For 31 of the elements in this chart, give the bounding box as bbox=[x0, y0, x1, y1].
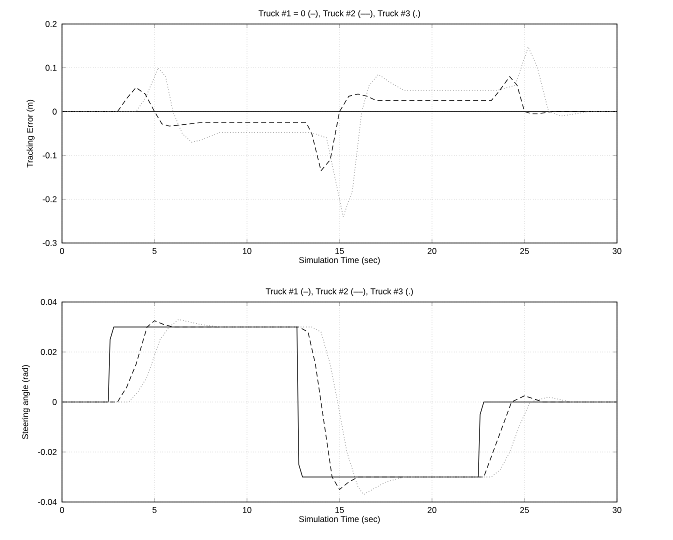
y-tick-label: 0 bbox=[52, 399, 57, 405]
x-tick-label: 0 bbox=[60, 248, 64, 254]
x-axis-title: Simulation Time (sec) bbox=[299, 256, 380, 265]
x-tick-label: 20 bbox=[428, 248, 436, 254]
x-tick-label: 30 bbox=[612, 507, 622, 514]
x-tick-label: 15 bbox=[335, 248, 344, 254]
x-axis-title: Simulation Time (sec) bbox=[299, 516, 380, 524]
x-tick-label: 25 bbox=[520, 507, 529, 514]
y-tick-label: 0.02 bbox=[40, 349, 57, 355]
x-tick-label: 10 bbox=[242, 507, 252, 514]
x-tick-label: 0 bbox=[60, 507, 64, 514]
y-tick-label: -0.2 bbox=[42, 196, 57, 202]
y-tick-label: 0.04 bbox=[40, 299, 57, 305]
chart-title: Truck #1 = 0 (–), Truck #2 (––), Truck #3 (.) bbox=[258, 10, 420, 18]
x-tick-label: 5 bbox=[152, 248, 157, 254]
x-tick-label: 30 bbox=[612, 248, 622, 254]
y-tick-label: 0.2 bbox=[46, 21, 57, 27]
y-tick-label: -0.02 bbox=[38, 449, 57, 455]
x-tick-label: 5 bbox=[152, 507, 157, 513]
y-tick-label: -0.04 bbox=[38, 499, 57, 505]
y-tick-label: -0.1 bbox=[42, 152, 57, 158]
y-axis-title: Steering angle (rad) bbox=[22, 365, 30, 440]
y-tick-label: 0 bbox=[52, 108, 57, 115]
y-tick-label: -0.3 bbox=[42, 240, 57, 246]
y-axis-title: Tracking Error (m) bbox=[26, 100, 35, 168]
x-tick-label: 20 bbox=[428, 507, 436, 514]
x-tick-label: 10 bbox=[242, 248, 252, 254]
chart-title: Truck #1 (–), Truck #2 (––), Truck #3 (.) bbox=[266, 288, 413, 296]
x-tick-label: 25 bbox=[520, 248, 529, 254]
x-tick-label: 15 bbox=[335, 507, 344, 513]
y-tick-label: 0.1 bbox=[46, 64, 57, 71]
